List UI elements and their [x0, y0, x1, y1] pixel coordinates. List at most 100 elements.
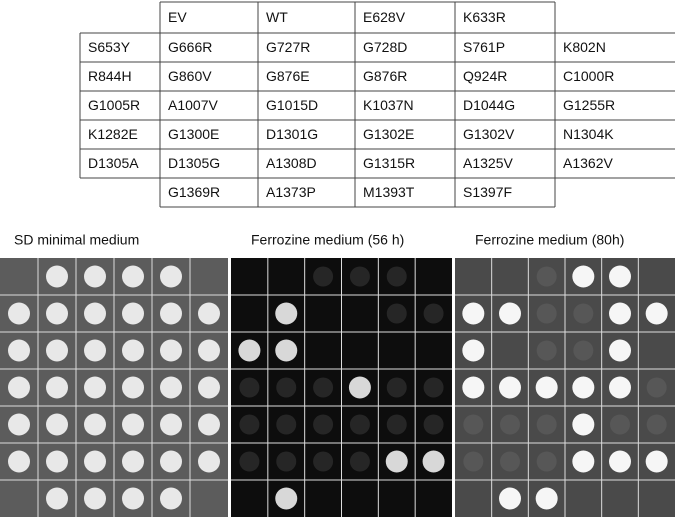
colony-spot [535, 376, 558, 399]
colony-spot [276, 414, 297, 435]
table-cell: K1282E [88, 126, 138, 142]
colony-spot [609, 376, 631, 399]
table-cell: D1305A [88, 155, 139, 171]
panel-title: SD minimal medium [14, 232, 139, 248]
table-cell: K633R [463, 9, 506, 25]
colony-spot [645, 450, 668, 473]
colony-spot [275, 339, 298, 362]
colony-spot [198, 450, 220, 473]
colony-spot [160, 413, 182, 436]
colony-spot [386, 266, 407, 287]
colony-spot [46, 487, 68, 510]
colony-spot [84, 265, 106, 288]
colony-spot [349, 414, 370, 435]
colony-spot [313, 377, 334, 398]
colony-spot [463, 451, 484, 472]
colony-spot [536, 340, 557, 361]
colony-spot [423, 414, 444, 435]
colony-spot [84, 450, 106, 473]
colony-spot [84, 413, 106, 436]
table-cell: D1044G [463, 97, 515, 113]
colony-spot [535, 487, 558, 510]
colony-spot [46, 450, 68, 473]
table-cell: S653Y [88, 39, 131, 55]
table-cell: A1308D [266, 155, 317, 171]
colony-spot [275, 302, 298, 325]
table-cell: D1301G [266, 126, 318, 142]
colony-spot [238, 339, 261, 362]
table-cell: A1007V [168, 97, 218, 113]
table-cell: K802N [563, 39, 606, 55]
table-cell: G1015D [266, 97, 318, 113]
table-cell: G1302V [463, 126, 515, 142]
table-cell: K1037N [363, 97, 414, 113]
colony-spot [385, 450, 408, 473]
colony-spot [160, 339, 182, 362]
colony-spot [610, 414, 630, 435]
colony-spot [500, 414, 520, 435]
colony-spot [536, 266, 557, 287]
colony-spot [122, 487, 144, 510]
colony-spot [84, 487, 106, 510]
colony-spot [386, 414, 407, 435]
table-cell: WT [266, 9, 288, 25]
table-cell: G1255R [563, 97, 615, 113]
table-cell: G1369R [168, 184, 220, 200]
colony-spot [573, 340, 594, 361]
colony-spot [536, 414, 557, 435]
colony-spot [122, 265, 144, 288]
table-cell: R844H [88, 68, 132, 84]
colony-spot [463, 414, 484, 435]
table-cell: G727R [266, 39, 310, 55]
colony-spot [313, 451, 334, 472]
colony-spot [646, 377, 667, 398]
table-cell: G1005R [88, 97, 140, 113]
colony-spot [423, 303, 444, 324]
colony-spot [536, 451, 557, 472]
colony-spot [536, 303, 557, 324]
table-cell: G876E [266, 68, 310, 84]
colony-spot [499, 302, 521, 325]
colony-spot [313, 266, 334, 287]
colony-spot [462, 376, 485, 399]
colony-spot [8, 339, 30, 362]
colony-spot [462, 302, 485, 325]
colony-spot [500, 451, 520, 472]
table-cell: EV [168, 9, 187, 25]
colony-spot [84, 302, 106, 325]
colony-spot [122, 302, 144, 325]
colony-spot [239, 414, 260, 435]
colony-spot [160, 487, 182, 510]
colony-spot [313, 414, 334, 435]
colony-spot [276, 451, 297, 472]
table-cell: G1302E [363, 126, 414, 142]
table-cell: G1300E [168, 126, 219, 142]
colony-spot [609, 450, 631, 473]
colony-spot [462, 339, 485, 362]
table-cell: E628V [363, 9, 406, 25]
colony-spot [46, 376, 68, 399]
panel-title: Ferrozine medium (56 h) [251, 232, 404, 248]
table-cell: S1397F [463, 184, 512, 200]
table-cell: A1373P [266, 184, 316, 200]
table-cell: G666R [168, 39, 212, 55]
panel-title: Ferrozine medium (80h) [475, 232, 624, 248]
table-cell: C1000R [563, 68, 614, 84]
colony-spot [609, 265, 631, 288]
colony-spot [422, 450, 445, 473]
colony-spot [645, 302, 668, 325]
colony-spot [160, 265, 182, 288]
colony-spot [423, 377, 444, 398]
colony-spot [275, 487, 298, 510]
table-cell: G1315R [363, 155, 415, 171]
table-cell: G728D [363, 39, 407, 55]
colony-spot [573, 303, 594, 324]
colony-spot [349, 266, 370, 287]
colony-spot [8, 376, 30, 399]
colony-spot [122, 450, 144, 473]
colony-spot [348, 376, 371, 399]
colony-spot [160, 302, 182, 325]
colony-spot [276, 377, 297, 398]
